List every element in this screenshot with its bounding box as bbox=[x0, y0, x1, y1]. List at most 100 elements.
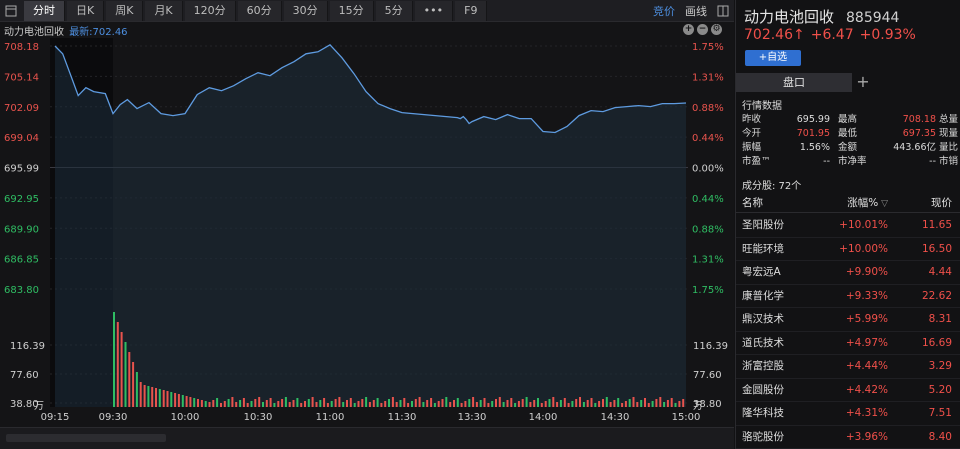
quote-label: 最低 bbox=[838, 128, 858, 139]
col-change[interactable]: 涨幅% ▽ bbox=[816, 194, 888, 212]
tab-month-k[interactable]: 月K bbox=[145, 0, 183, 21]
stock-price: 8.40 bbox=[928, 430, 952, 443]
volume-bar bbox=[582, 402, 585, 407]
zoom-out-icon[interactable]: − bbox=[697, 24, 708, 35]
volume-bar bbox=[682, 399, 685, 407]
volume-unit: 万 bbox=[693, 401, 703, 412]
list-item[interactable]: 金圆股份 +4.42% 5.20 bbox=[736, 379, 960, 402]
volume-bar bbox=[537, 398, 539, 407]
volume-bar bbox=[430, 398, 433, 407]
layout-icon[interactable] bbox=[712, 1, 734, 21]
col-name[interactable]: 名称 bbox=[742, 197, 763, 209]
stock-price: 22.62 bbox=[921, 289, 952, 302]
y-tick-pct: 0.00% bbox=[692, 164, 724, 175]
index-code: 885944 bbox=[846, 10, 900, 26]
quote-row: 昨收 695.99 最高 708.18 总量 bbox=[742, 113, 960, 127]
stock-change: +3.96% bbox=[845, 430, 888, 443]
volume-bar bbox=[567, 403, 570, 407]
volume-bar bbox=[277, 401, 280, 407]
tab-120min[interactable]: 120分 bbox=[184, 0, 236, 21]
volume-tick: 77.60 bbox=[10, 370, 39, 381]
price-line bbox=[54, 43, 687, 134]
quote-value: -- bbox=[823, 156, 830, 167]
volume-bar bbox=[135, 372, 138, 407]
stock-change: +10.01% bbox=[839, 219, 888, 231]
quote-value: 443.66亿 bbox=[893, 142, 936, 153]
tab-60min[interactable]: 60分 bbox=[237, 0, 282, 21]
menu-icon[interactable] bbox=[0, 1, 22, 21]
y-tick-price: 683.80 bbox=[4, 285, 39, 296]
volume-bar bbox=[223, 401, 226, 407]
list-item[interactable]: 骆驼股份 +3.96% 8.40 bbox=[736, 426, 960, 449]
list-item[interactable]: 圣阳股份 +10.01% 11.65 bbox=[736, 214, 960, 238]
y-tick-pct: 0.88% bbox=[692, 103, 724, 114]
stock-name: 粤宏远A bbox=[742, 266, 781, 278]
add-watchlist-button[interactable]: +自选 bbox=[745, 50, 801, 66]
x-tick: 09:30 bbox=[99, 412, 128, 423]
y-tick-price: 695.99 bbox=[4, 164, 39, 175]
stock-name: 金圆股份 bbox=[742, 383, 784, 396]
tab-pankou[interactable]: 盘口 bbox=[736, 73, 852, 92]
volume-bar bbox=[571, 401, 574, 407]
chart-index-name: 动力电池回收 bbox=[4, 27, 64, 38]
volume-bar bbox=[113, 312, 115, 407]
period-toolbar: 分时 日K 周K 月K 120分 60分 30分 15分 5分 ••• F9 竞… bbox=[0, 0, 734, 22]
y-tick-pct: 1.31% bbox=[692, 72, 724, 83]
list-item[interactable]: 浙富控股 +4.44% 3.29 bbox=[736, 355, 960, 379]
scroll-thumb[interactable] bbox=[6, 434, 166, 442]
list-item[interactable]: 隆华科技 +4.31% 7.51 bbox=[736, 402, 960, 426]
volume-bar bbox=[174, 393, 177, 407]
volume-bar bbox=[220, 403, 222, 407]
tab-week-k[interactable]: 周K bbox=[106, 0, 144, 21]
volume-bar bbox=[605, 397, 608, 407]
f9-button[interactable]: F9 bbox=[455, 0, 488, 21]
y-tick-price: 692.95 bbox=[4, 194, 39, 205]
volume-bar bbox=[556, 402, 559, 407]
more-icon[interactable]: ••• bbox=[414, 0, 454, 21]
quote-label: 量比 bbox=[939, 142, 959, 153]
tab-15min[interactable]: 15分 bbox=[329, 0, 374, 21]
volume-bar bbox=[284, 397, 287, 407]
volume-bar bbox=[624, 401, 627, 407]
tab-fenshi[interactable]: 分时 bbox=[24, 0, 65, 21]
volume-bar bbox=[632, 397, 635, 407]
volume-bar bbox=[628, 399, 631, 407]
y-tick-pct: 1.75% bbox=[692, 285, 724, 296]
tab-5min[interactable]: 5分 bbox=[375, 0, 413, 21]
volume-bar bbox=[403, 398, 406, 407]
volume-bar bbox=[510, 398, 513, 407]
list-item[interactable]: 康普化学 +9.33% 22.62 bbox=[736, 285, 960, 308]
chart-scrollbar[interactable] bbox=[0, 427, 734, 449]
price-change-pct: +0.93% bbox=[859, 27, 916, 43]
volume-bar bbox=[621, 403, 624, 407]
tab-day-k[interactable]: 日K bbox=[67, 0, 105, 21]
x-tick: 09:15 bbox=[41, 412, 70, 423]
volume-bar bbox=[254, 399, 257, 407]
volume-bar bbox=[242, 398, 245, 407]
list-item[interactable]: 道氏技术 +4.97% 16.69 bbox=[736, 332, 960, 355]
y-tick-pct: 0.44% bbox=[692, 133, 724, 144]
zoom-in-icon[interactable]: + bbox=[683, 24, 694, 35]
stock-price: 11.65 bbox=[921, 219, 952, 231]
list-item[interactable]: 粤宏远A +9.90% 4.44 bbox=[736, 261, 960, 285]
volume-bar bbox=[304, 401, 306, 407]
draw-line-button[interactable]: 画线 bbox=[685, 4, 707, 18]
stock-name: 旺能环境 bbox=[742, 242, 784, 255]
tab-30min[interactable]: 30分 bbox=[283, 0, 328, 21]
stock-change: +4.44% bbox=[845, 360, 888, 372]
auction-toggle[interactable]: 竞价 bbox=[653, 4, 675, 18]
settings-icon[interactable]: ⚙ bbox=[711, 24, 722, 35]
quote-label: 市盈™ bbox=[742, 156, 771, 167]
volume-bar bbox=[162, 390, 165, 407]
volume-tick: 77.60 bbox=[693, 370, 722, 381]
list-item[interactable]: 鼎汉技术 +5.99% 8.31 bbox=[736, 308, 960, 332]
toolbar-right: 竞价 画线 bbox=[648, 0, 734, 22]
components-header: 名称 涨幅% ▽ 现价 bbox=[736, 194, 960, 213]
volume-bar bbox=[380, 403, 383, 407]
add-tab-icon[interactable]: + bbox=[856, 72, 870, 91]
volume-bar bbox=[598, 401, 601, 407]
list-item[interactable]: 旺能环境 +10.00% 16.50 bbox=[736, 238, 960, 261]
intraday-chart[interactable]: 708.18 1.75% 705.14 1.31% 702.09 0.88% 699.04 0… bbox=[0, 22, 734, 427]
volume-bar bbox=[346, 400, 348, 407]
col-price[interactable]: 现价 bbox=[931, 197, 952, 209]
